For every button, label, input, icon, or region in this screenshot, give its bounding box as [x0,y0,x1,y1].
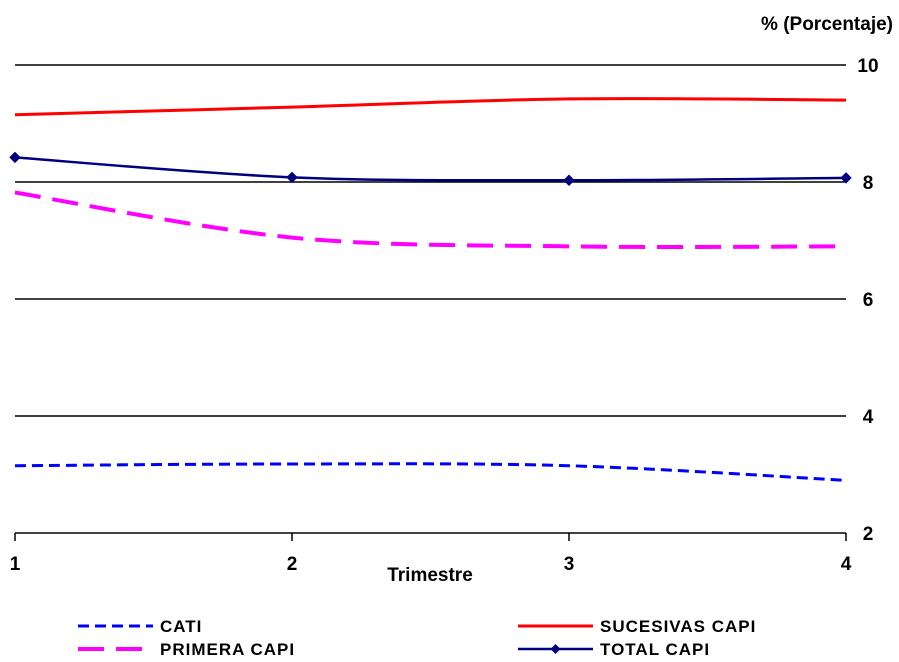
legend-item-primera-capi: PRIMERA CAPI [78,640,295,659]
legend-label: PRIMERA CAPI [160,640,295,659]
x-axis-title: Trimestre [387,565,473,586]
y-tick-label: 4 [863,407,874,428]
y-tick-label: 10 [857,56,878,77]
gridlines [14,64,847,541]
legend-marker [550,644,561,654]
legend-item-cati: CATI [78,617,202,636]
data-point-total-capi [840,172,852,184]
y-tick-label: 6 [863,290,874,311]
data-point-total-capi [286,171,298,184]
x-tick-label: 3 [564,554,575,575]
series-line-total-capi [14,156,847,182]
legend-label: CATI [160,617,202,636]
series-line-sucesivas-capi [14,97,847,117]
legend-label: SUCESIVAS CAPI [600,617,756,636]
y-tick-label: 2 [863,524,874,545]
legend: CATI SUCESIVAS CAPI PRIMERA CAPI TOTAL CAPI [78,617,756,659]
x-tick-label: 1 [10,554,21,575]
legend-item-total-capi: TOTAL CAPI [518,640,710,659]
series-lines [9,97,852,482]
series-line-cati [14,462,847,482]
data-point-total-capi [563,174,575,186]
legend-label: TOTAL CAPI [600,640,710,659]
x-tick-label: 2 [287,554,298,575]
x-tick-labels: 1 2 3 4 [10,554,852,575]
y-tick-label: 8 [863,173,874,194]
data-point-total-capi [9,151,21,164]
legend-item-sucesivas-capi: SUCESIVAS CAPI [518,617,756,636]
series-line-primera-capi [14,190,847,249]
y-axis-title: % (Porcentaje) [761,14,893,35]
x-tick-label: 4 [841,554,852,575]
y-tick-labels: 2 4 6 8 10 [857,56,878,545]
